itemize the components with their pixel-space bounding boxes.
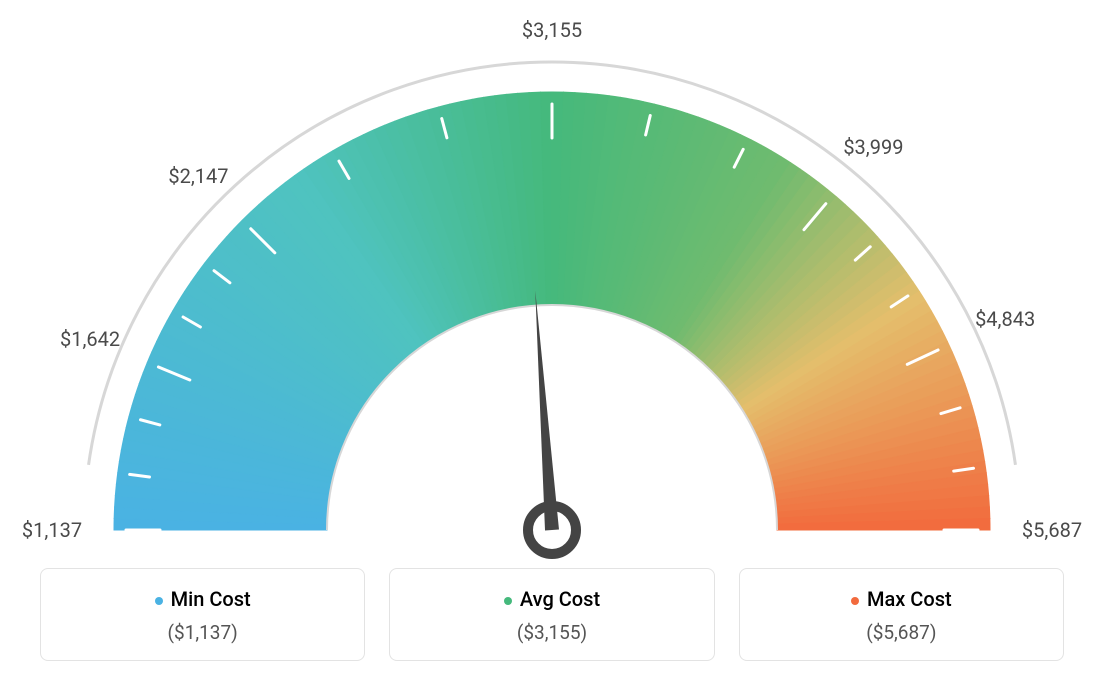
legend-title-label: Min Cost — [171, 587, 251, 611]
gauge-tick-label: $1,137 — [22, 518, 82, 542]
legend-title-min: Min Cost — [51, 587, 354, 611]
legend-title-max: Max Cost — [750, 587, 1053, 611]
gauge-tick-label: $3,999 — [843, 135, 903, 159]
legend-title-avg: Avg Cost — [400, 587, 703, 611]
gauge-svg — [0, 0, 1104, 560]
gauge-tick-label: $4,843 — [975, 307, 1035, 331]
cost-gauge-chart: $1,137 $1,642 $2,147 $3,155 $3,999 $4,843 $5,6… — [0, 0, 1104, 690]
gauge-area: $1,137 $1,642 $2,147 $3,155 $3,999 $4,843 $5,6… — [0, 0, 1104, 560]
legend-title-label: Avg Cost — [520, 587, 600, 611]
dot-icon — [851, 597, 859, 605]
legend-card-min: Min Cost ($1,137) — [40, 568, 365, 661]
gauge-tick-label: $2,147 — [168, 164, 228, 188]
legend-value-avg: ($3,155) — [400, 621, 703, 644]
dot-icon — [504, 597, 512, 605]
gauge-tick-label: $1,642 — [60, 327, 120, 351]
legend-value-max: ($5,687) — [750, 621, 1053, 644]
legend-value-min: ($1,137) — [51, 621, 354, 644]
legend-card-max: Max Cost ($5,687) — [739, 568, 1064, 661]
legend-card-avg: Avg Cost ($3,155) — [389, 568, 714, 661]
dot-icon — [155, 597, 163, 605]
gauge-tick-label: $5,687 — [1022, 518, 1082, 542]
legend-row: Min Cost ($1,137) Avg Cost ($3,155) Max … — [40, 568, 1064, 661]
gauge-tick-label: $3,155 — [522, 18, 582, 42]
legend-title-label: Max Cost — [867, 587, 952, 611]
